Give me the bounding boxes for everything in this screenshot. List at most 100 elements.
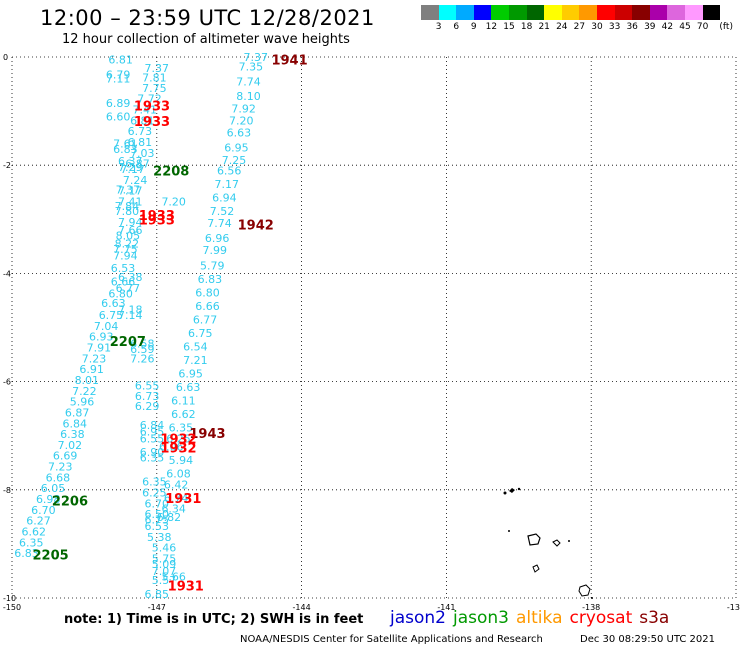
wave-height-value: 7.17: [118, 185, 143, 198]
wave-height-value: 6.08: [166, 468, 191, 481]
wave-height-value: 7.75: [142, 82, 167, 95]
wave-height-value: 6.69: [53, 450, 78, 463]
satellite-legend-item: jason2: [390, 608, 446, 628]
wave-height-value: 6.59: [130, 343, 155, 356]
wave-height-value: 7.04: [94, 320, 119, 333]
pass-time-label: 1933: [134, 115, 170, 130]
wave-height-value: 7.02: [58, 439, 83, 452]
credit-line: NOAA/NESDIS Center for Satellite Applica…: [240, 634, 543, 645]
wave-height-value: 6.82: [157, 511, 182, 524]
map-title: 12:00 – 23:59 UTC 12/28/2021: [40, 6, 375, 30]
wave-height-value: 7.37: [243, 51, 268, 64]
wave-height-value: 7.03: [130, 147, 155, 160]
island-outline: [578, 584, 591, 597]
map-subtitle: 12 hour collection of altimeter wave hei…: [62, 32, 350, 47]
wave-height-value: 6.96: [205, 232, 230, 245]
wave-height-value: 7.23: [48, 461, 73, 474]
wave-height-value: 6.27: [26, 515, 51, 528]
wave-height-value: 6.35: [19, 536, 44, 549]
wave-height-value: 6.95: [178, 367, 203, 380]
legend-tick-label: 45: [679, 22, 691, 32]
wave-height-value: 6.68: [46, 471, 71, 484]
wave-height-value: 6.84: [62, 417, 87, 430]
wave-height-value: 6.75: [99, 309, 124, 322]
wave-height-value: 7.37: [116, 184, 141, 197]
legend-unit: (ft): [719, 22, 733, 32]
map-axes: 0 -2 -4 -6 -8 -10-150 -147 -144 -141 -138 -135: [3, 53, 740, 612]
wave-height-value: 6.62: [171, 408, 196, 421]
legend-tick-label: 15: [503, 22, 515, 32]
pass-time-label: 2208: [153, 165, 189, 180]
legend-tick-label: 27: [573, 22, 586, 32]
wave-height-value: 8.22: [115, 238, 140, 251]
legend-tick-label: 39: [644, 22, 656, 32]
wave-height-value: 7.24: [123, 174, 148, 187]
wave-height-value: 6.25: [166, 432, 191, 445]
lat-tick-label: -2: [3, 161, 11, 170]
wave-height-value: 6.35: [142, 476, 167, 489]
wave-height-value: 7.84: [115, 200, 140, 213]
wave-height-value: 6.35: [140, 451, 165, 464]
wave-height-value: 6.77: [193, 313, 218, 326]
wave-height-value: 6.63: [227, 127, 252, 140]
wave-height-value: 7.41: [132, 103, 157, 116]
pass-time-label: 2206: [52, 495, 88, 510]
wave-height-value: 6.05: [41, 482, 66, 495]
wave-height-value: 7.26: [130, 352, 155, 365]
wave-height-value: 6.73: [135, 390, 160, 403]
wave-height-value: 6.66: [111, 276, 136, 289]
lon-tick-label: -150: [3, 603, 21, 612]
wave-height-value: 6.84: [140, 419, 165, 432]
wave-height-value: 7.94: [113, 250, 138, 263]
legend-swatch: [544, 5, 562, 20]
wave-height-value: 6.70: [31, 504, 56, 517]
satellite-legend-item: jason3: [453, 608, 509, 628]
wave-height-value: 6.25: [142, 487, 167, 500]
pass-time-label: 1931: [165, 492, 201, 507]
wave-height-value: 7.37: [145, 62, 170, 75]
pass-time-label: 1942: [238, 219, 274, 234]
pass-time-label: 1943: [189, 427, 225, 442]
wave-height-value: 7.07: [152, 565, 177, 578]
generation-timestamp: Dec 30 08:29:50 UTC 2021: [580, 634, 715, 645]
wave-height-value: 7.74: [207, 217, 232, 230]
pass-time-label: 1932: [160, 432, 196, 447]
legend-swatch: [649, 5, 668, 20]
lon-tick-label: -135: [727, 603, 740, 612]
wave-height-value: 6.60: [106, 111, 131, 124]
legend-tick-label: 36: [626, 22, 638, 32]
legend-tick-label: 9: [470, 22, 477, 32]
legend-swatch: [508, 5, 527, 20]
wave-height-value: 6.77: [116, 282, 141, 295]
wave-height-value: 6.94: [212, 192, 237, 205]
legend-swatch: [667, 5, 685, 20]
wave-height-value: 7.99: [202, 244, 227, 257]
wave-height-value: 6.81: [128, 136, 153, 149]
wave-height-value: 5.09: [152, 558, 177, 571]
legend-swatch: [456, 5, 474, 20]
wave-height-value: 6.62: [21, 525, 46, 538]
wave-height-value: 7.52: [210, 205, 235, 218]
wave-height-value: 6.81: [108, 54, 133, 67]
wave-height-value: 7.23: [82, 352, 107, 365]
wave-height-value: 8.01: [75, 374, 100, 387]
legend-tick-label: 3: [435, 22, 442, 32]
wave-height-value: 7.75: [113, 243, 138, 256]
wave-height-value: 5.66: [161, 570, 186, 583]
wave-height-value: 7.20: [161, 195, 186, 208]
pass-time-label: 2207: [110, 335, 146, 350]
wave-height-value: 5.79: [200, 259, 225, 272]
wave-height-value: 6.11: [171, 395, 196, 408]
legend-tick-label: 30: [591, 22, 603, 32]
legend-swatch: [491, 5, 509, 20]
wave-height-value: 6.83: [113, 143, 138, 156]
legend-swatch: [561, 5, 580, 20]
wave-height-value: 6.53: [111, 262, 136, 275]
wave-height-value: 5.57: [152, 574, 177, 587]
island-dot: [517, 487, 521, 491]
wave-height-value: 7.81: [142, 72, 167, 85]
wave-height-value: 5.38: [147, 531, 172, 544]
wave-height-value: 7.74: [236, 75, 261, 88]
wave-height-value: 7.80: [115, 205, 140, 218]
